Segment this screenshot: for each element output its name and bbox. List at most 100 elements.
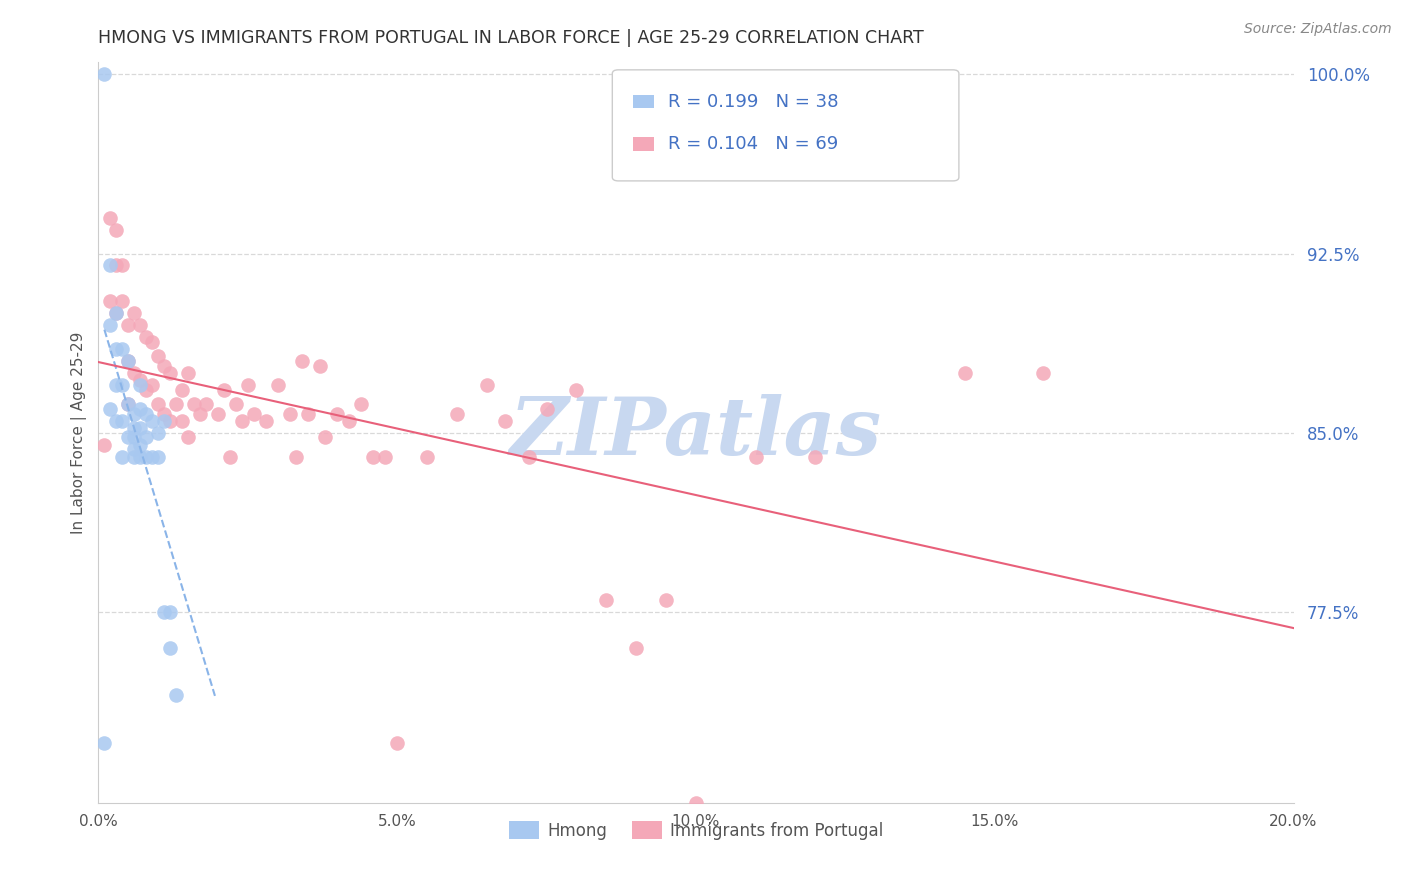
Point (129, 421, 152, 435)
Point (267, 377, 290, 392)
Point (105, 342, 128, 356)
Point (177, 366, 200, 380)
Point (374, 450, 396, 464)
Point (111, 342, 134, 356)
Point (153, 407, 176, 421)
Point (105, 259, 128, 273)
Point (225, 397, 247, 411)
Point (98, 294, 122, 309)
Point (315, 430, 337, 444)
Point (165, 689, 187, 703)
Point (159, 640, 181, 655)
Point (159, 414, 181, 428)
Text: Source: ZipAtlas.com: Source: ZipAtlas.com (1244, 22, 1392, 37)
Point (165, 397, 187, 411)
Point (953, 366, 976, 380)
Point (517, 450, 540, 464)
Point (111, 377, 134, 392)
Point (117, 397, 139, 411)
Point (135, 450, 157, 464)
Point (626, 640, 648, 655)
Point (148, 450, 170, 464)
Text: R = 0.199   N = 38: R = 0.199 N = 38 (668, 93, 839, 111)
Point (308, 359, 330, 373)
Point (159, 605, 181, 619)
FancyBboxPatch shape (633, 95, 654, 108)
Point (172, 383, 194, 397)
Text: HMONG VS IMMIGRANTS FROM PORTUGAL IN LABOR FORCE | AGE 25-29 CORRELATION CHART: HMONG VS IMMIGRANTS FROM PORTUGAL IN LAB… (98, 29, 924, 47)
Point (135, 330, 157, 344)
Point (177, 430, 200, 444)
Point (291, 354, 314, 368)
Point (153, 605, 176, 619)
Point (111, 450, 134, 464)
Point (231, 414, 253, 428)
Text: ZIPatlas: ZIPatlas (510, 394, 882, 471)
Point (141, 450, 163, 464)
Point (98, 318, 122, 333)
Point (124, 421, 146, 435)
Point (129, 373, 152, 387)
Point (804, 450, 827, 464)
Point (207, 407, 229, 421)
Point (98, 259, 122, 273)
Point (148, 397, 170, 411)
Point (153, 359, 176, 373)
Point (98, 211, 122, 225)
Point (129, 437, 152, 451)
Point (105, 377, 128, 392)
Point (148, 349, 170, 363)
Point (93, 736, 115, 750)
Point (105, 306, 128, 320)
Point (326, 407, 349, 421)
Point (195, 397, 218, 411)
Point (416, 450, 439, 464)
Text: R = 0.104   N = 69: R = 0.104 N = 69 (668, 135, 839, 153)
Point (475, 377, 498, 392)
Point (117, 354, 139, 368)
Point (385, 736, 409, 750)
Point (159, 366, 181, 380)
Point (284, 450, 307, 464)
Point (135, 430, 157, 444)
Point (93, 437, 115, 451)
Point (111, 414, 134, 428)
Point (278, 407, 301, 421)
Point (745, 450, 768, 464)
Point (243, 407, 266, 421)
Point (111, 259, 134, 273)
Point (148, 425, 170, 440)
Point (297, 407, 319, 421)
Point (105, 222, 128, 236)
Point (153, 414, 176, 428)
Legend: Hmong, Immigrants from Portugal: Hmong, Immigrants from Portugal (502, 814, 890, 847)
Point (141, 334, 163, 349)
Point (135, 407, 157, 421)
Point (129, 401, 152, 416)
Point (141, 377, 163, 392)
Point (536, 401, 558, 416)
Point (135, 383, 157, 397)
Point (93, 67, 115, 81)
Point (363, 450, 385, 464)
Point (655, 592, 678, 607)
Point (111, 294, 134, 309)
Point (188, 407, 211, 421)
Point (565, 383, 588, 397)
Point (117, 354, 139, 368)
Point (141, 414, 163, 428)
Point (183, 397, 205, 411)
Point (172, 414, 194, 428)
Point (595, 592, 617, 607)
Point (236, 377, 259, 392)
Point (117, 397, 139, 411)
Point (124, 430, 146, 444)
Point (339, 414, 361, 428)
Point (124, 442, 146, 457)
Point (124, 306, 146, 320)
Point (212, 383, 235, 397)
FancyBboxPatch shape (633, 137, 654, 151)
Point (129, 450, 152, 464)
Point (219, 450, 242, 464)
Point (124, 407, 146, 421)
